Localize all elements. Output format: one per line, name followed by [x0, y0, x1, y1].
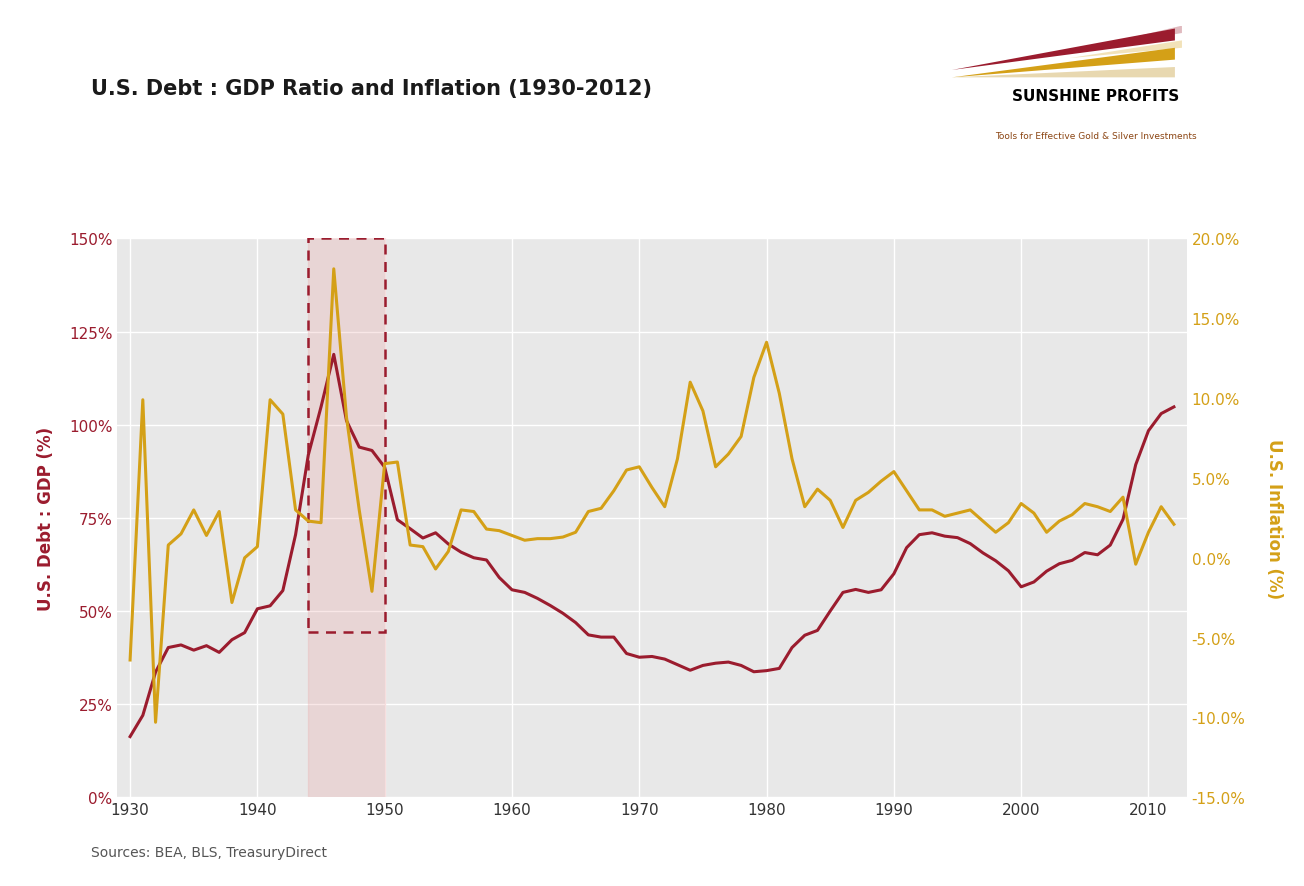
Polygon shape [952, 68, 1175, 78]
Y-axis label: U.S. Debt : GDP (%): U.S. Debt : GDP (%) [37, 426, 55, 610]
Polygon shape [952, 29, 1175, 71]
Polygon shape [1069, 27, 1181, 53]
Y-axis label: U.S. Inflation (%): U.S. Inflation (%) [1265, 439, 1283, 598]
Text: U.S. Debt : GDP Ratio and Inflation (1930-2012): U.S. Debt : GDP Ratio and Inflation (193… [91, 79, 652, 98]
Text: SUNSHINE PROFITS: SUNSHINE PROFITS [1012, 89, 1180, 104]
Text: Tools for Effective Gold & Silver Investments: Tools for Effective Gold & Silver Invest… [995, 132, 1197, 141]
Polygon shape [952, 49, 1175, 78]
Bar [308, 239, 385, 797]
Text: Sources: BEA, BLS, TreasuryDirect: Sources: BEA, BLS, TreasuryDirect [91, 845, 327, 859]
Polygon shape [1069, 42, 1181, 59]
